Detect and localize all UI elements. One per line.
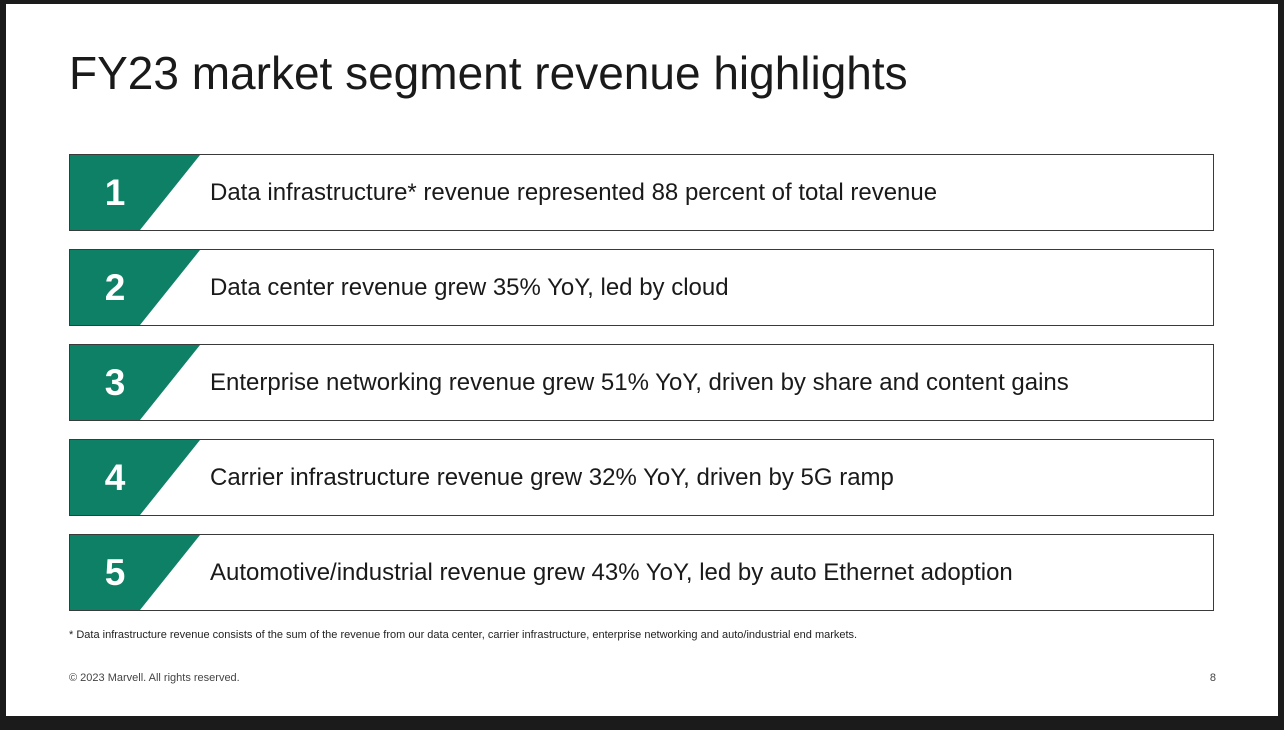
number-wedge <box>70 535 200 610</box>
highlight-number: 3 <box>104 361 126 403</box>
highlight-text: Automotive/industrial revenue grew 43% Y… <box>210 558 1013 586</box>
highlight-text: Enterprise networking revenue grew 51% Y… <box>210 368 1069 396</box>
highlight-number: 5 <box>104 551 126 593</box>
highlight-number: 2 <box>104 266 126 308</box>
highlights-list: 1 Data infrastructure* revenue represent… <box>69 154 1214 629</box>
slide-title: FY23 market segment revenue highlights <box>69 47 908 99</box>
highlight-item-2: 2 Data center revenue grew 35% YoY, led … <box>69 249 1214 326</box>
highlight-text: Carrier infrastructure revenue grew 32% … <box>210 463 894 491</box>
number-wedge <box>70 155 200 230</box>
highlight-item-4: 4 Carrier infrastructure revenue grew 32… <box>69 439 1214 516</box>
number-wedge <box>70 345 200 420</box>
footnote: * Data infrastructure revenue consists o… <box>69 629 858 641</box>
number-wedge <box>70 250 200 325</box>
copyright-notice: © 2023 Marvell. All rights reserved. <box>69 672 240 684</box>
highlight-item-5: 5 Automotive/industrial revenue grew 43%… <box>69 534 1214 611</box>
highlight-item-3: 3 Enterprise networking revenue grew 51%… <box>69 344 1214 421</box>
highlight-text: Data center revenue grew 35% YoY, led by… <box>210 273 729 301</box>
slide: FY23 market segment revenue highlights 1… <box>6 4 1278 716</box>
highlight-number: 4 <box>104 456 126 498</box>
highlight-number: 1 <box>104 171 126 213</box>
page-number: 8 <box>1209 672 1216 684</box>
number-wedge <box>70 440 200 515</box>
highlight-item-1: 1 Data infrastructure* revenue represent… <box>69 154 1214 231</box>
highlight-text: Data infrastructure* revenue represented… <box>210 178 938 206</box>
